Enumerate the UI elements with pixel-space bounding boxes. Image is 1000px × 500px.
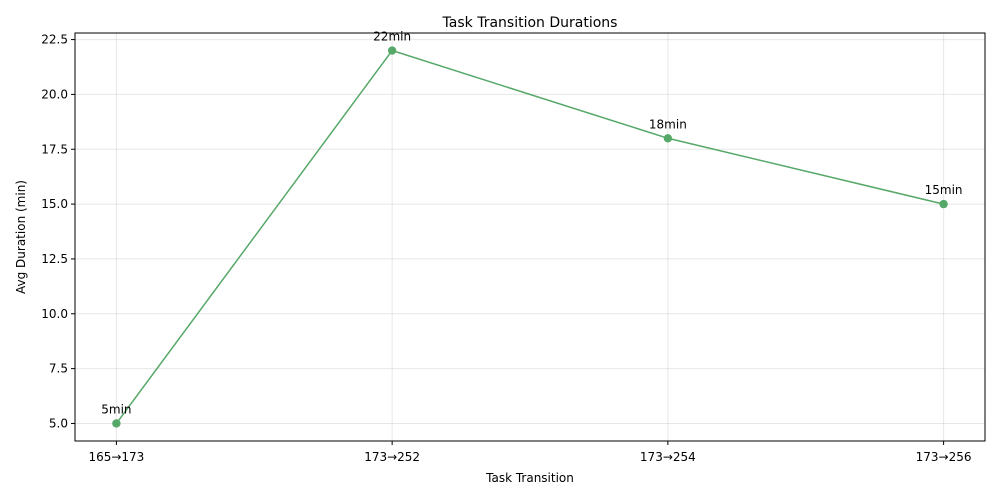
x-tick-label: 165→173: [88, 450, 144, 464]
series-line: [115, 49, 944, 424]
x-tick-label: 173→254: [640, 450, 696, 464]
chart-title: Task Transition Durations: [442, 15, 618, 31]
data-label: 18min: [649, 117, 687, 131]
x-tick-label: 173→252: [364, 450, 420, 464]
data-labels: 5min 22min 18min 15min: [101, 30, 962, 417]
x-axis-ticks: 165→173 173→252 173→254 173→256: [88, 441, 972, 464]
series-layer: [112, 46, 948, 428]
y-tick-label: 7.5: [49, 362, 68, 376]
x-tick-label: 173→256: [916, 450, 972, 464]
y-tick-label: 17.5: [41, 142, 68, 156]
y-tick-label: 15.0: [41, 197, 68, 211]
grid: [75, 33, 985, 441]
y-tick-label: 12.5: [41, 252, 68, 266]
data-point: [939, 199, 948, 209]
y-tick-label: 10.0: [41, 307, 68, 321]
data-label: 15min: [925, 183, 963, 197]
axes: [74, 32, 986, 442]
data-point: [387, 46, 397, 55]
x-axis-title: Task Transition: [485, 471, 574, 485]
y-axis-ticks: 5.0 7.5 10.0 12.5 15.0 17.5 20.0 22.5: [41, 33, 75, 430]
plot-frame: [74, 32, 986, 442]
data-label: 5min: [101, 402, 131, 416]
data-point: [663, 134, 673, 143]
y-tick-label: 5.0: [49, 416, 68, 430]
y-tick-label: 20.0: [41, 87, 68, 101]
y-axis-title: Avg Duration (min): [14, 180, 28, 294]
data-label: 22min: [373, 30, 411, 44]
data-point: [112, 419, 121, 428]
y-tick-label: 22.5: [41, 33, 68, 47]
